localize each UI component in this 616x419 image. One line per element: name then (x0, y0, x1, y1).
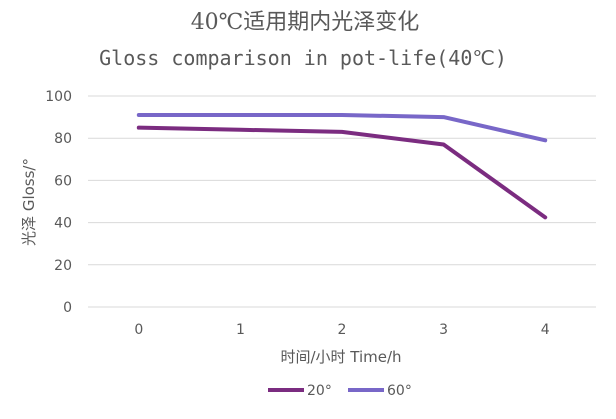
y-axis-title: 光泽 Gloss/° (20, 158, 38, 246)
chart-subtitle: Gloss comparison in pot-life(40℃) (99, 46, 507, 70)
y-tick-label: 80 (54, 131, 72, 147)
x-tick-label: 4 (541, 322, 550, 338)
y-tick-label: 100 (45, 89, 72, 105)
series-lines (136, 112, 548, 220)
x-axis-ticks: 0 1 2 3 4 (134, 322, 549, 338)
x-tick-label: 0 (134, 322, 143, 338)
y-tick-label: 40 (54, 216, 72, 232)
legend-label: 20° (307, 383, 332, 399)
y-tick-label: 20 (54, 258, 72, 274)
x-tick-label: 3 (439, 322, 448, 338)
x-axis-title: 时间/小时 Time/h (280, 348, 401, 366)
legend: 20° 60° (268, 383, 412, 399)
series-line (136, 112, 548, 143)
y-tick-label: 0 (63, 300, 72, 316)
x-tick-label: 1 (236, 322, 245, 338)
x-tick-label: 2 (338, 322, 347, 338)
legend-label: 60° (387, 383, 412, 399)
series-line (136, 125, 548, 220)
y-tick-label: 60 (54, 173, 72, 189)
chart-title: 40℃适用期内光泽变化 (191, 10, 420, 35)
y-axis-ticks: 0 20 40 60 80 100 (45, 89, 72, 316)
gridlines (88, 95, 596, 308)
